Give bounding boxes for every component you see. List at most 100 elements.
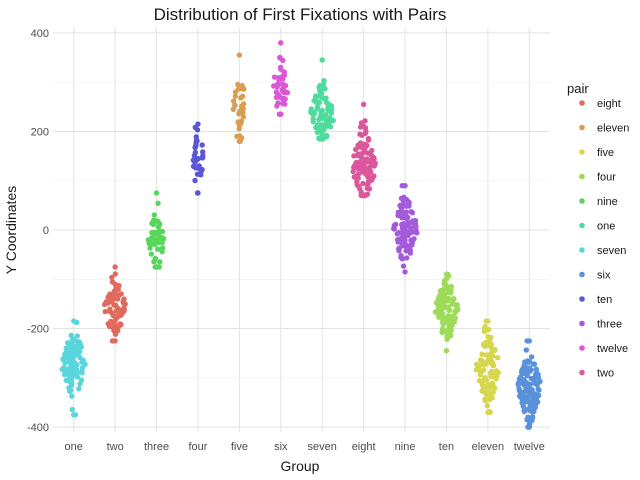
data-point — [495, 355, 501, 361]
data-point — [450, 296, 457, 302]
data-point — [452, 315, 458, 321]
data-point — [522, 379, 528, 385]
data-point — [481, 328, 488, 334]
legend-entry-label: three — [597, 319, 622, 331]
data-point — [443, 315, 449, 322]
data-point — [524, 373, 530, 379]
data-point — [402, 269, 408, 275]
x-axis-label: Group — [281, 458, 320, 474]
data-point — [449, 301, 455, 307]
data-point — [274, 103, 280, 109]
data-point — [406, 199, 412, 205]
data-point — [276, 80, 282, 87]
data-point — [488, 374, 494, 380]
data-point — [486, 326, 492, 333]
data-point — [492, 347, 498, 354]
data-point — [439, 329, 445, 335]
data-point — [399, 225, 406, 231]
y-tick-label: 200 — [31, 126, 49, 138]
data-point — [369, 160, 375, 166]
data-point — [71, 336, 77, 342]
data-point — [194, 156, 200, 162]
data-point — [317, 113, 324, 120]
data-point — [364, 185, 370, 191]
data-point — [404, 255, 410, 261]
legend-key — [579, 100, 585, 106]
data-point — [408, 220, 414, 226]
data-point — [112, 302, 119, 308]
data-point — [365, 137, 372, 143]
data-point — [78, 377, 85, 383]
data-point — [518, 374, 524, 380]
data-point — [67, 350, 73, 356]
y-tick-label: 400 — [31, 28, 49, 40]
x-tick-label: five — [231, 441, 248, 453]
data-point — [63, 377, 69, 383]
data-point — [69, 393, 75, 399]
data-point — [523, 347, 529, 353]
data-point — [452, 309, 459, 315]
data-point — [193, 134, 199, 140]
x-tick-label: eleven — [472, 441, 504, 453]
data-point — [521, 407, 527, 413]
data-point — [326, 108, 332, 114]
data-point — [311, 110, 317, 117]
data-point — [200, 149, 206, 155]
data-point — [369, 153, 375, 159]
data-point — [282, 101, 288, 107]
data-point — [82, 361, 88, 367]
data-point — [308, 106, 314, 112]
legend-entry-label: eleven — [597, 123, 629, 135]
data-point — [327, 124, 334, 130]
data-point — [116, 323, 122, 329]
data-point — [407, 247, 413, 253]
x-axis-ticks: one two three four five six seven eight nine ten e… — [65, 441, 545, 453]
data-point — [446, 286, 452, 292]
data-point — [240, 114, 247, 120]
data-point — [236, 111, 242, 117]
data-point — [271, 83, 277, 89]
data-point — [449, 322, 455, 329]
data-point — [68, 387, 74, 394]
data-point — [235, 81, 241, 88]
data-point — [115, 306, 122, 312]
data-point — [364, 181, 370, 188]
legend-key — [579, 271, 585, 278]
data-point — [531, 408, 537, 415]
data-point — [282, 96, 288, 102]
data-point — [483, 352, 489, 358]
data-point — [408, 229, 415, 235]
data-point — [71, 412, 77, 418]
data-point — [516, 386, 522, 392]
data-point — [402, 183, 408, 189]
legend-key — [579, 198, 585, 204]
data-point — [401, 221, 407, 227]
legend-key — [579, 369, 585, 376]
data-point — [445, 334, 451, 340]
legend-key — [579, 247, 585, 253]
data-point — [275, 91, 281, 98]
data-point — [278, 111, 284, 117]
legend-key — [579, 296, 585, 302]
data-point — [359, 155, 365, 162]
data-point — [74, 333, 81, 339]
data-point — [493, 374, 499, 380]
data-point — [239, 93, 246, 100]
data-point — [319, 107, 325, 114]
data-point — [318, 127, 324, 133]
data-point — [152, 255, 159, 262]
data-point — [193, 142, 199, 149]
data-point — [516, 380, 523, 386]
data-point — [280, 83, 287, 90]
legend-key — [579, 124, 585, 131]
data-point — [61, 371, 68, 378]
data-point — [148, 251, 154, 257]
data-point — [238, 85, 245, 92]
data-point — [145, 237, 152, 243]
data-point — [319, 136, 325, 142]
data-point — [529, 417, 535, 423]
data-point — [477, 372, 483, 378]
data-point — [526, 338, 532, 344]
data-point — [400, 198, 407, 204]
data-point — [438, 288, 444, 294]
